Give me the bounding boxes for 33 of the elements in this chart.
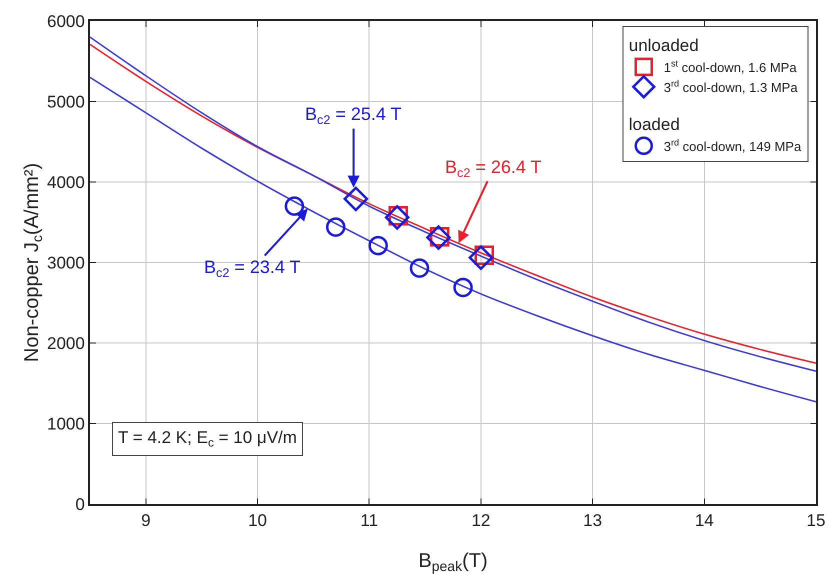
x-tick-label: 11 <box>360 511 378 530</box>
point <box>468 245 494 270</box>
x-tick-label: 15 <box>806 511 826 530</box>
annotation: loaded <box>628 114 680 134</box>
legend-label: 3$^{rd}$ cool-down, 149 MPa <box>664 137 802 154</box>
point <box>384 205 410 230</box>
legend-label: 1$^{st}$ cool-down, 1.6 MPa <box>664 58 798 75</box>
point <box>284 196 304 216</box>
point <box>410 258 430 278</box>
point <box>453 278 473 298</box>
x-tick-label: 12 <box>471 511 490 530</box>
x-tick-label: 10 <box>248 511 267 530</box>
annotation: B$_{c2}$ = 23.4 T <box>204 257 301 280</box>
point <box>344 186 368 212</box>
y-tick-label: 2000 <box>47 334 85 353</box>
y-tick-label: 3000 <box>47 253 85 272</box>
annotation: B$_{c2}$ = 25.4 T <box>305 104 402 127</box>
legend-label: 3$^{rd}$ cool-down, 1.3 MPa <box>664 78 798 95</box>
y-tick-label: 5000 <box>47 92 85 112</box>
point <box>326 217 346 237</box>
annotation: unloaded <box>628 36 699 56</box>
annotation: T = 4.2 K; E$_{c}$ = 10 μV/m <box>118 428 297 450</box>
x-tick-label: 14 <box>694 511 714 530</box>
y-tick-label: 0 <box>75 494 85 514</box>
y-tick-label: 6000 <box>47 12 85 31</box>
annotation: B$_{c2}$ = 26.4 T <box>445 157 542 180</box>
y-tick-label: 4000 <box>47 172 85 192</box>
x-axis-title: B$_{peak}$(T) <box>418 550 488 574</box>
line-series <box>90 76 816 403</box>
x-tick-label: 9 <box>141 511 151 530</box>
x-tick-label: 13 <box>583 511 602 530</box>
y-tick-label: 1000 <box>47 414 85 434</box>
point <box>368 236 388 256</box>
